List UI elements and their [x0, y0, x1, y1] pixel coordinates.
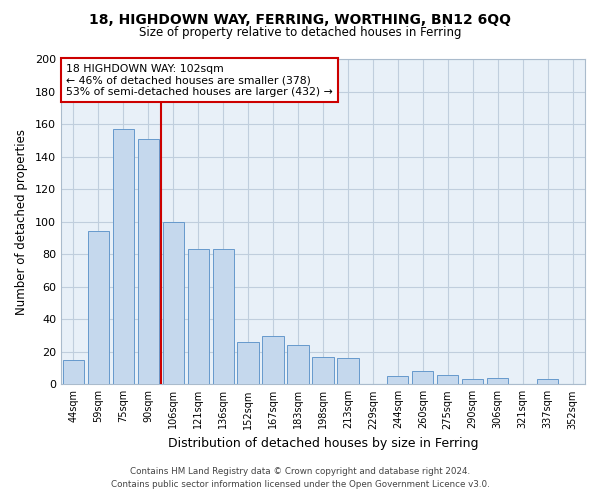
Bar [238, 342, 259, 384]
Bar [313, 356, 334, 384]
Text: 18, HIGHDOWN WAY, FERRING, WORTHING, BN12 6QQ: 18, HIGHDOWN WAY, FERRING, WORTHING, BN1… [89, 12, 511, 26]
Text: 18 HIGHDOWN WAY: 102sqm
← 46% of detached houses are smaller (378)
53% of semi-d: 18 HIGHDOWN WAY: 102sqm ← 46% of detache… [66, 64, 333, 97]
Bar [437, 374, 458, 384]
Bar [88, 232, 109, 384]
Bar [537, 380, 558, 384]
Bar [487, 378, 508, 384]
Bar [163, 222, 184, 384]
Bar [262, 336, 284, 384]
Bar [412, 372, 433, 384]
Bar [462, 380, 484, 384]
X-axis label: Distribution of detached houses by size in Ferring: Distribution of detached houses by size … [168, 437, 478, 450]
Bar [387, 376, 409, 384]
Bar [137, 138, 159, 384]
Bar [287, 346, 308, 385]
Text: Contains HM Land Registry data © Crown copyright and database right 2024.
Contai: Contains HM Land Registry data © Crown c… [110, 468, 490, 489]
Bar [337, 358, 359, 384]
Bar [212, 250, 234, 384]
Bar [113, 129, 134, 384]
Y-axis label: Number of detached properties: Number of detached properties [15, 128, 28, 314]
Bar [188, 250, 209, 384]
Bar [63, 360, 84, 384]
Text: Size of property relative to detached houses in Ferring: Size of property relative to detached ho… [139, 26, 461, 39]
